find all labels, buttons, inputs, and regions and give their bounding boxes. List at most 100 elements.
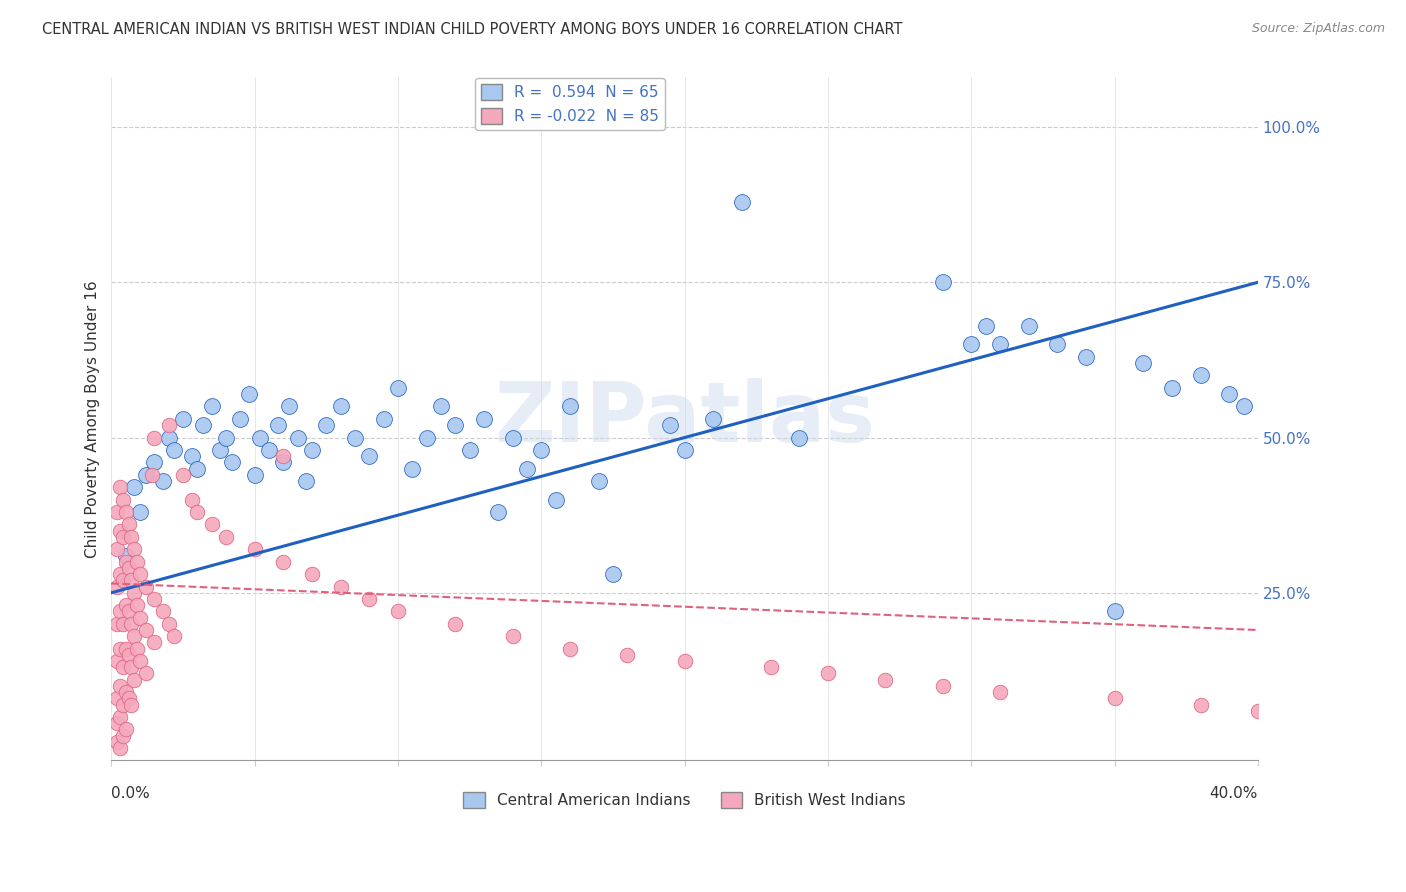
Point xyxy=(135,467,157,482)
Point xyxy=(111,698,134,712)
Point xyxy=(415,431,437,445)
Point xyxy=(530,442,553,457)
Y-axis label: Child Poverty Among Boys Under 16: Child Poverty Among Boys Under 16 xyxy=(86,280,100,558)
Point xyxy=(359,591,381,606)
Point xyxy=(1218,387,1240,401)
Point xyxy=(1160,381,1182,395)
Point xyxy=(105,616,128,631)
Point xyxy=(278,400,301,414)
Point xyxy=(502,629,524,643)
Point xyxy=(163,629,186,643)
Point xyxy=(172,412,194,426)
Point xyxy=(1232,400,1254,414)
Point xyxy=(209,442,232,457)
Point xyxy=(135,580,157,594)
Point xyxy=(129,505,152,519)
Point xyxy=(121,660,143,674)
Point xyxy=(502,431,524,445)
Point xyxy=(117,604,139,618)
Point xyxy=(108,641,131,656)
Point xyxy=(114,685,136,699)
Point xyxy=(111,530,134,544)
Point xyxy=(257,442,280,457)
Point xyxy=(186,505,208,519)
Point xyxy=(117,648,139,662)
Point xyxy=(1189,368,1212,383)
Text: ZIPatlas: ZIPatlas xyxy=(494,378,875,459)
Point xyxy=(215,530,238,544)
Point xyxy=(124,480,146,494)
Point xyxy=(111,660,134,674)
Point xyxy=(191,418,214,433)
Point xyxy=(157,616,180,631)
Point xyxy=(875,673,897,687)
Point xyxy=(108,741,131,756)
Point xyxy=(152,474,174,488)
Point xyxy=(273,555,295,569)
Point xyxy=(558,641,581,656)
Point xyxy=(931,276,953,290)
Point xyxy=(108,480,131,494)
Point xyxy=(359,449,381,463)
Point xyxy=(1104,691,1126,706)
Point xyxy=(105,735,128,749)
Point xyxy=(444,616,467,631)
Point xyxy=(387,381,409,395)
Point xyxy=(143,591,166,606)
Point xyxy=(243,542,266,557)
Text: CENTRAL AMERICAN INDIAN VS BRITISH WEST INDIAN CHILD POVERTY AMONG BOYS UNDER 16: CENTRAL AMERICAN INDIAN VS BRITISH WEST … xyxy=(42,22,903,37)
Point xyxy=(108,710,131,724)
Point xyxy=(315,418,337,433)
Point xyxy=(243,467,266,482)
Point xyxy=(544,492,567,507)
Point xyxy=(152,604,174,618)
Point xyxy=(157,431,180,445)
Point xyxy=(105,542,128,557)
Text: 0.0%: 0.0% xyxy=(111,786,150,801)
Point xyxy=(295,474,318,488)
Point xyxy=(759,660,782,674)
Point xyxy=(143,635,166,649)
Point xyxy=(273,455,295,469)
Point xyxy=(141,467,163,482)
Point xyxy=(329,580,352,594)
Point xyxy=(108,524,131,538)
Point xyxy=(121,574,143,588)
Point xyxy=(114,549,136,563)
Point xyxy=(1074,350,1097,364)
Text: Source: ZipAtlas.com: Source: ZipAtlas.com xyxy=(1251,22,1385,36)
Point xyxy=(817,666,839,681)
Point xyxy=(105,505,128,519)
Point xyxy=(111,492,134,507)
Point xyxy=(111,616,134,631)
Point xyxy=(458,442,481,457)
Point xyxy=(117,561,139,575)
Point xyxy=(602,567,624,582)
Point xyxy=(129,610,152,624)
Point xyxy=(301,567,323,582)
Point xyxy=(143,455,166,469)
Point xyxy=(486,505,509,519)
Point xyxy=(931,679,953,693)
Point xyxy=(121,616,143,631)
Point xyxy=(273,449,295,463)
Point xyxy=(114,723,136,737)
Point xyxy=(124,542,146,557)
Point xyxy=(108,567,131,582)
Point xyxy=(105,580,128,594)
Point xyxy=(702,412,724,426)
Point xyxy=(121,698,143,712)
Point xyxy=(1018,318,1040,333)
Point xyxy=(121,530,143,544)
Point xyxy=(588,474,610,488)
Point xyxy=(127,555,149,569)
Point xyxy=(344,431,367,445)
Point xyxy=(238,387,260,401)
Point xyxy=(124,673,146,687)
Point xyxy=(616,648,638,662)
Point xyxy=(105,654,128,668)
Point xyxy=(105,691,128,706)
Point xyxy=(127,641,149,656)
Point xyxy=(373,412,395,426)
Point xyxy=(1104,604,1126,618)
